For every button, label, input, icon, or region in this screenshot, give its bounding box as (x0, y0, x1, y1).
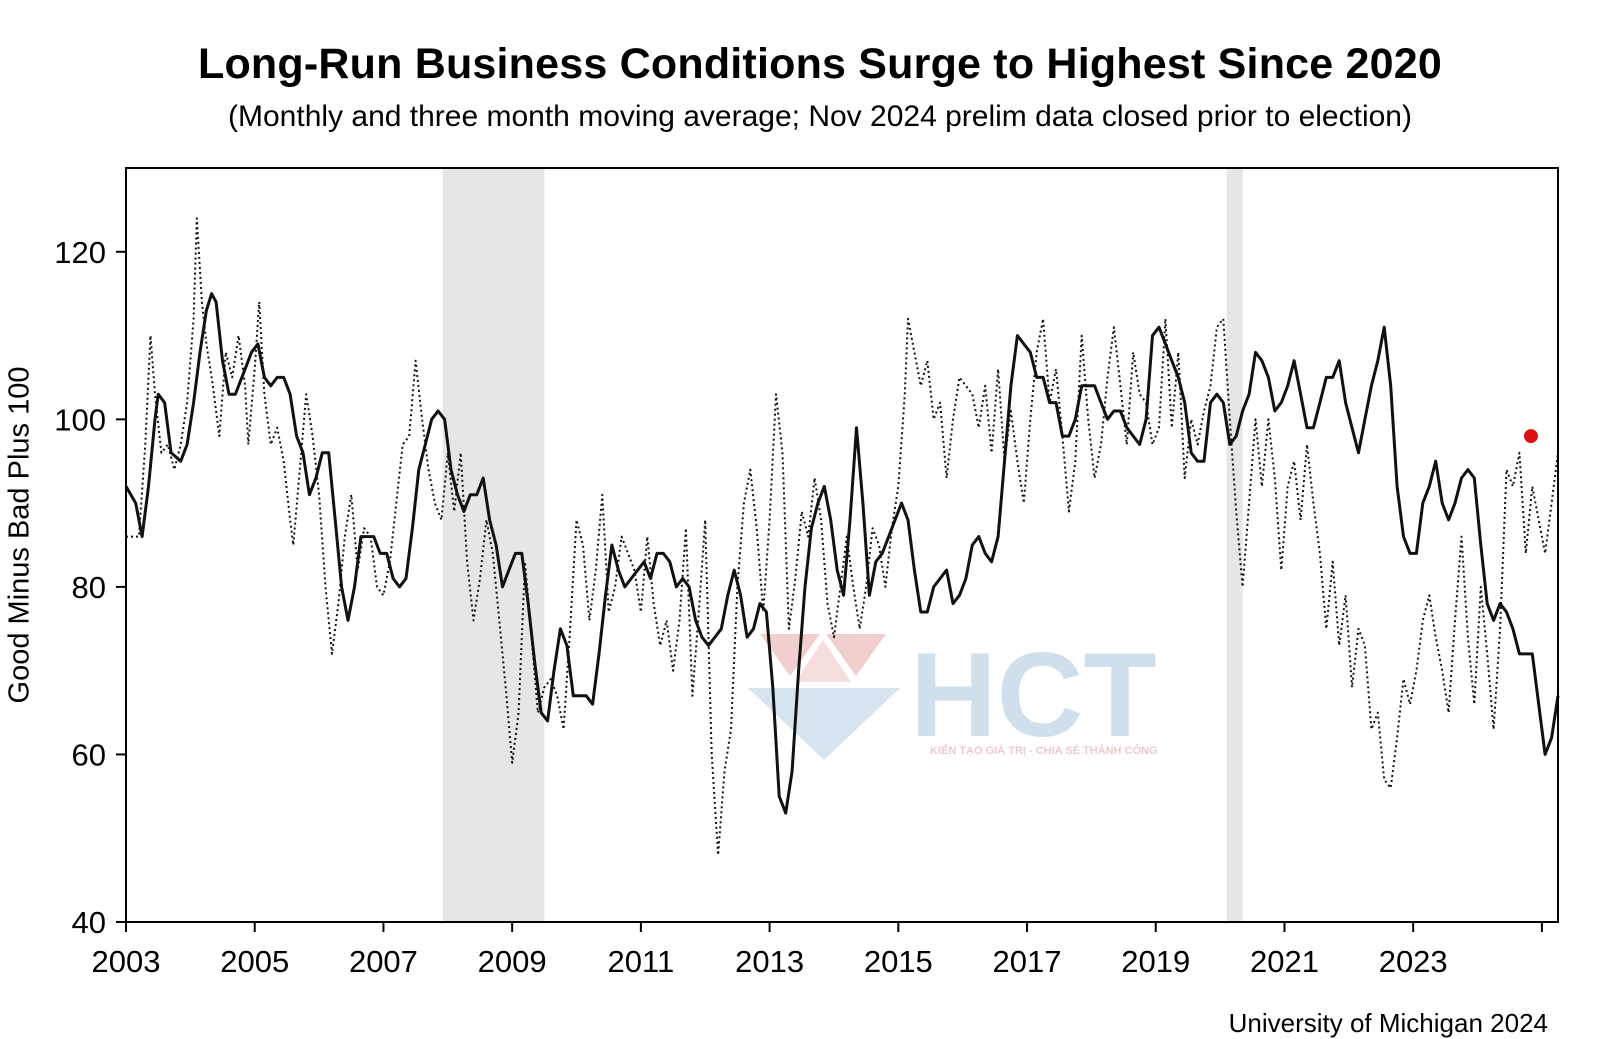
highlight-point-nov-2024 (1523, 429, 1538, 444)
x-tick-label: 2011 (608, 944, 675, 979)
y-tick-label: 120 (54, 235, 106, 270)
x-axis: 2003 2005 2007 2009 2011 2013 2015 2017 2019 2021… (92, 922, 1543, 979)
recession-band-2 (1226, 168, 1243, 922)
x-tick-label: 2005 (220, 944, 289, 979)
watermark-tagline: KIẾN TẠO GIÁ TRỊ - CHIA SẺ THÀNH CÔNG (930, 744, 1158, 757)
x-tick-label: 2013 (735, 944, 804, 979)
watermark-brand: HCT (910, 628, 1157, 762)
y-tick-label: 60 (72, 737, 106, 772)
x-tick-label: 2017 (993, 944, 1062, 979)
x-tick-label: 2023 (1379, 944, 1448, 979)
y-tick-label: 100 (54, 402, 106, 437)
x-tick-label: 2007 (349, 944, 418, 979)
series-line-moving-average (124, 292, 1560, 815)
watermark-diamond-mid (795, 640, 851, 682)
series-group (124, 217, 1560, 856)
y-axis: 40 60 80 100 120 (54, 235, 126, 940)
chart-title: Long-Run Business Conditions Surge to Hi… (197, 40, 1442, 88)
recession-shading-group (442, 168, 1243, 922)
x-tick-label: 2009 (478, 944, 547, 979)
chart-subtitle: (Monthly and three month moving average;… (228, 100, 1412, 133)
watermark-diamond-right (826, 634, 886, 676)
series-line-monthly (126, 217, 1559, 856)
recession-band-1 (442, 168, 545, 922)
y-tick-label: 80 (72, 570, 106, 605)
x-tick-label: 2003 (92, 944, 161, 979)
highlight-layer (1523, 429, 1538, 444)
y-tick-label: 40 (72, 905, 106, 940)
watermark-diamond-left (760, 634, 820, 676)
plot-frame (125, 167, 1559, 923)
x-tick-label: 2021 (1250, 944, 1319, 979)
watermark-logo: HCT KIẾN TẠO GIÁ TRỊ - CHIA SẺ THÀNH CÔN… (748, 628, 1158, 762)
x-tick-label: 2015 (864, 944, 933, 979)
x-tick-label: 2019 (1121, 944, 1190, 979)
watermark-diamond-bottom (748, 688, 900, 760)
